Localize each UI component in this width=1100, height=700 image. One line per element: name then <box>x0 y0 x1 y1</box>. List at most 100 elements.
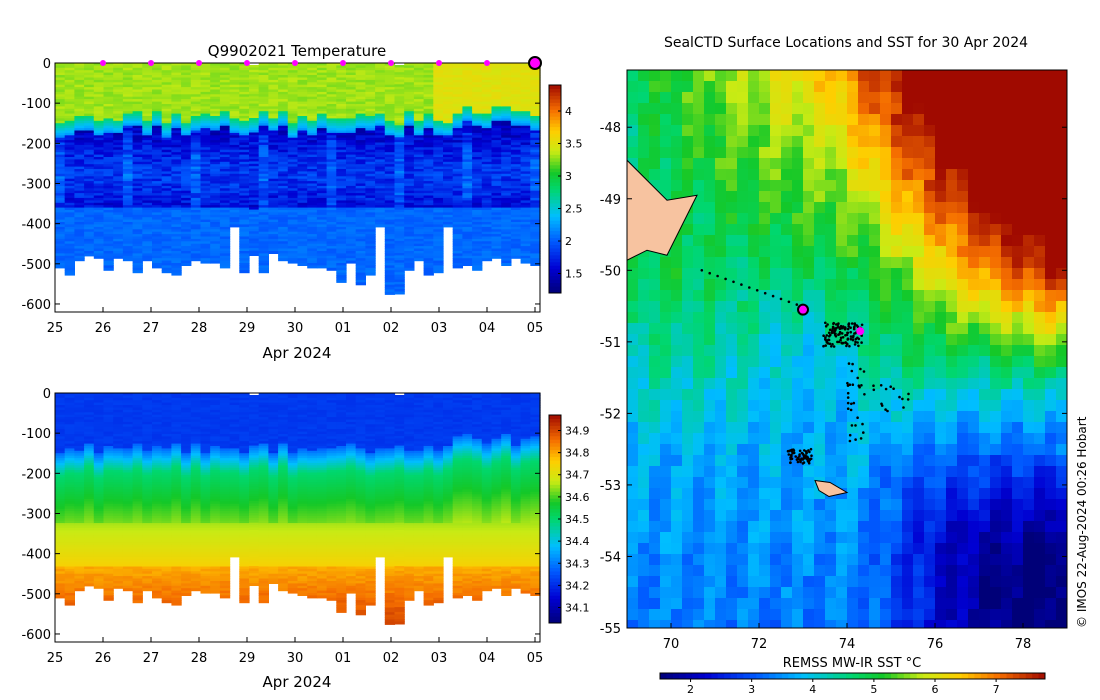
section-cell <box>239 236 250 240</box>
section-cell <box>365 67 376 71</box>
section-cell <box>491 251 502 254</box>
section-cell <box>346 75 357 78</box>
section-cell <box>132 255 143 259</box>
section-cell <box>132 108 143 112</box>
section-cell <box>404 178 415 182</box>
section-cell <box>510 118 522 122</box>
section-cell <box>481 125 493 129</box>
section-cell <box>64 508 75 512</box>
section-cell <box>181 251 192 254</box>
section-cell <box>210 219 221 223</box>
section-cell <box>64 426 75 430</box>
section-cell <box>64 263 75 266</box>
section-cell <box>74 135 85 139</box>
section-cell <box>64 248 75 252</box>
section-cell <box>481 251 493 254</box>
section-cell <box>520 226 531 230</box>
section-cell <box>452 171 463 175</box>
section-cell <box>326 219 337 223</box>
section-cell <box>355 222 366 225</box>
section-cell <box>481 120 493 124</box>
section-cell <box>365 181 376 185</box>
section-cell <box>64 597 75 601</box>
section-cell <box>181 130 192 134</box>
section-cell <box>268 243 279 247</box>
section-cell <box>210 173 221 177</box>
section-cell <box>501 144 512 148</box>
section-cell <box>200 226 211 230</box>
section-cell <box>113 248 124 252</box>
section-cell <box>74 111 85 115</box>
section-cell <box>190 154 202 158</box>
section-cell <box>249 67 260 71</box>
section-cell <box>258 142 269 146</box>
section-cell <box>491 82 502 86</box>
section-cell <box>132 241 143 245</box>
section-cell <box>55 152 66 156</box>
section-cell <box>142 207 153 211</box>
section-cell <box>64 154 75 158</box>
section-cell <box>200 222 211 225</box>
section-cell <box>152 79 163 83</box>
section-cell <box>423 251 434 254</box>
section-cell <box>481 67 493 71</box>
section-cell <box>520 166 531 170</box>
section-cell <box>132 63 143 66</box>
section-cell <box>443 222 454 225</box>
section-cell <box>433 84 444 88</box>
section-cell <box>491 255 502 259</box>
section-cell <box>433 270 444 274</box>
section-cell <box>93 154 105 158</box>
section-cell <box>404 144 415 148</box>
section-cell <box>93 185 105 189</box>
section-cell <box>103 84 114 88</box>
section-cell <box>229 154 240 158</box>
section-cell <box>258 263 269 266</box>
section-cell <box>530 116 541 119</box>
colorbar-segment <box>549 98 561 103</box>
section-cell <box>346 142 357 146</box>
section-cell <box>433 197 444 201</box>
section-cell <box>142 248 153 252</box>
section-cell <box>472 164 483 168</box>
section-cell <box>103 166 114 170</box>
section-cell <box>113 161 124 165</box>
section-cell <box>501 217 512 221</box>
section-cell <box>181 161 192 165</box>
section-cell <box>326 263 337 266</box>
section-cell <box>268 72 279 76</box>
section-cell <box>268 231 279 235</box>
colorbar-segment <box>549 161 561 166</box>
section-cell <box>394 204 405 208</box>
section-cell <box>404 173 415 177</box>
section-cell <box>472 212 483 216</box>
section-cell <box>55 65 66 69</box>
section-cell <box>84 87 95 91</box>
section-cell <box>307 77 318 81</box>
section-cell <box>520 104 531 107</box>
section-cell <box>239 65 250 69</box>
section-cell <box>336 144 347 148</box>
section-cell <box>336 130 347 134</box>
section-cell <box>326 258 337 262</box>
section-cell <box>326 246 337 250</box>
section-cell <box>336 181 347 185</box>
section-cell <box>297 101 308 105</box>
section-cell <box>394 269 405 273</box>
section-cell <box>190 120 202 124</box>
section-cell <box>55 426 66 430</box>
section-cell <box>443 87 454 91</box>
section-cell <box>365 195 376 199</box>
section-cell <box>113 181 124 185</box>
section-cell <box>520 188 531 192</box>
section-cell <box>200 248 211 252</box>
section-cell <box>481 147 493 151</box>
section-cell <box>210 118 221 122</box>
section-cell <box>113 255 124 259</box>
section-cell <box>287 113 299 117</box>
section-cell <box>433 231 444 235</box>
section-cell <box>287 101 299 105</box>
section-cell <box>113 236 124 240</box>
section-cell <box>55 161 66 165</box>
section-cell <box>161 67 172 71</box>
